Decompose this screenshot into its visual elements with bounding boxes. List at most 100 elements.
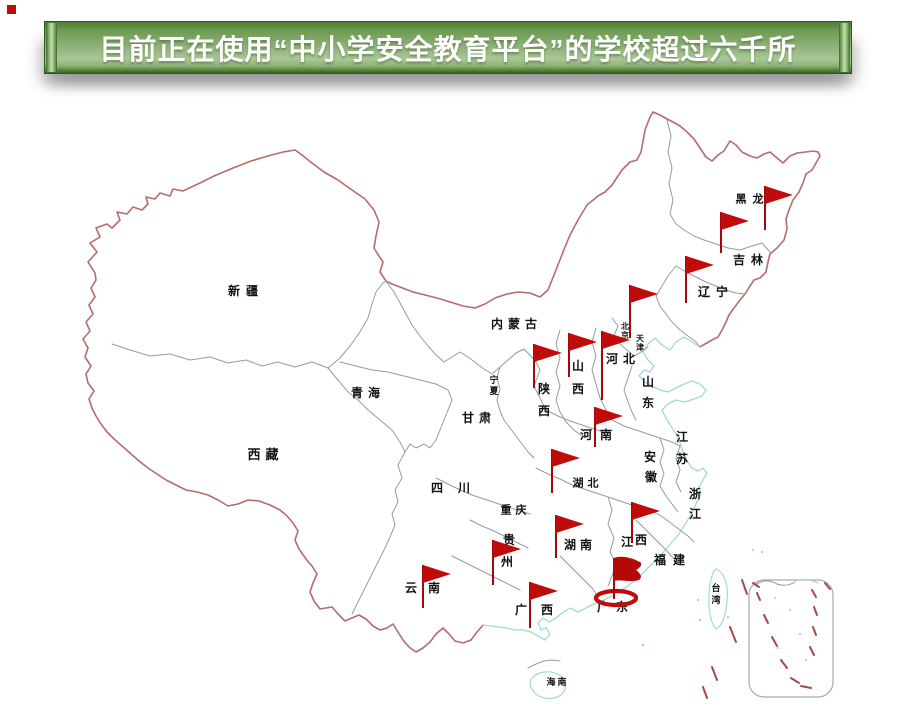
svg-text:山: 山 [572,358,584,373]
svg-text:内: 内 [491,316,503,331]
flag-pennant-icon [552,449,580,467]
province-label-gansu: 甘肃 [462,410,491,425]
flag-pennant-icon [534,344,562,362]
svg-text:肃: 肃 [479,410,491,425]
province-label-shandong: 山东 [642,374,654,410]
province-label-guizhou: 贵州 [500,532,515,569]
svg-text:江: 江 [676,429,688,444]
province-labels: 新疆内蒙古宁夏甘 肃青 海西 藏陕西山西河 北北京 天津山东河南江苏安徽四 川重 庆湖 北浙江湖… [228,192,764,688]
svg-text:海: 海 [546,676,555,687]
province-label-shanxi: 山西 [572,358,584,396]
svg-text:宁: 宁 [489,374,498,385]
province-label-liaoning: 辽宁 [698,284,728,299]
banner-title-text: 目前正在使用“中小学安全教育平台”的学校超过六千所 [99,33,797,65]
flag-pennant-icon [765,186,793,204]
dash-segment [824,582,831,590]
flag-jilin [720,212,749,253]
svg-text:西: 西 [538,404,550,418]
province-flags [422,186,793,628]
svg-text:蒙: 蒙 [508,316,520,331]
svg-text:庆: 庆 [515,503,527,517]
province-label-jiangxi: 江西 [621,533,647,549]
province-label-hebei: 河北 [605,351,635,366]
south-china-sea-inset [748,579,834,698]
svg-text:北: 北 [623,351,635,366]
province-label-beijing: 北京 [621,321,629,340]
flag-pennant-icon [686,256,714,274]
flag-pennant-icon [632,502,660,520]
flag-shaanxi [533,344,562,388]
svg-text:山: 山 [642,374,654,389]
flag-pennant-icon [569,333,597,351]
province-label-xizang: 西藏 [247,447,278,462]
svg-text:林: 林 [751,252,763,267]
province-label-hunan: 湖南 [564,537,592,552]
coastline-path [482,336,708,641]
svg-text:辽: 辽 [698,285,711,299]
svg-text:广: 广 [515,602,527,617]
dash-segment [702,686,708,699]
banner-bevel-left [46,23,57,72]
dash-segment [811,589,817,598]
flag-hunan [555,515,584,558]
svg-text:天: 天 [636,334,645,343]
province-borders [111,119,771,669]
province-label-henan: 河南 [579,427,612,442]
province-label-taiwan: 台湾 [711,582,720,605]
svg-text:宁: 宁 [716,284,728,299]
svg-text:京: 京 [621,330,629,340]
svg-text:安: 安 [644,449,656,464]
svg-text:津: 津 [636,342,644,352]
dash-segment [800,685,812,689]
province-label-sichuan: 四川 [431,481,470,495]
flag-henan [594,407,623,447]
svg-text:川: 川 [457,481,470,495]
nine-dash-line [702,579,831,699]
svg-text:河: 河 [579,427,592,442]
province-label-anhui: 安徽 [644,449,658,484]
svg-text:江: 江 [621,534,633,549]
province-label-heilongjiang: 黑龙 [736,192,764,206]
svg-text:吉: 吉 [733,252,745,267]
province-label-jilin: 吉林 [733,252,763,267]
svg-text:夏: 夏 [488,386,499,396]
flag-pennant-icon [602,331,630,349]
svg-text:西: 西 [572,382,584,396]
province-label-chongqing: 重庆 [501,503,527,517]
flag-banner-icon [614,556,642,582]
svg-text:南: 南 [428,580,440,595]
inset-decorations [754,578,819,662]
flag-hebei [601,331,630,400]
svg-text:西: 西 [247,447,260,462]
svg-text:西: 西 [541,603,553,617]
svg-text:北: 北 [588,476,599,490]
svg-text:藏: 藏 [265,447,278,462]
hainan-island [529,671,567,700]
svg-text:徽: 徽 [644,469,658,484]
svg-text:重: 重 [501,503,512,517]
province-label-yunnan: 云南 [405,580,440,595]
location-ring-icon [593,588,639,608]
svg-text:甘: 甘 [462,410,474,425]
dash-segment [729,626,737,643]
province-label-neimenggu: 内蒙古 [491,316,537,331]
flag-pennant-icon [595,407,623,425]
dash-segment [763,614,769,624]
flag-liaoning [685,256,714,303]
flag-pennant-icon [530,582,558,600]
svg-text:陕: 陕 [538,381,550,396]
province-label-qinghai: 青海 [351,385,380,400]
svg-text:贵: 贵 [503,532,515,547]
flag-pennant-icon [630,285,658,303]
province-label-shaanxi: 陕西 [538,381,550,418]
svg-text:南: 南 [580,537,592,552]
svg-text:青: 青 [351,385,363,400]
dash-segment [790,677,800,684]
dash-segment [809,646,815,656]
svg-text:南: 南 [600,427,612,442]
dash-segment [771,636,778,647]
svg-text:西: 西 [635,533,647,547]
taiwan-island [708,568,729,630]
